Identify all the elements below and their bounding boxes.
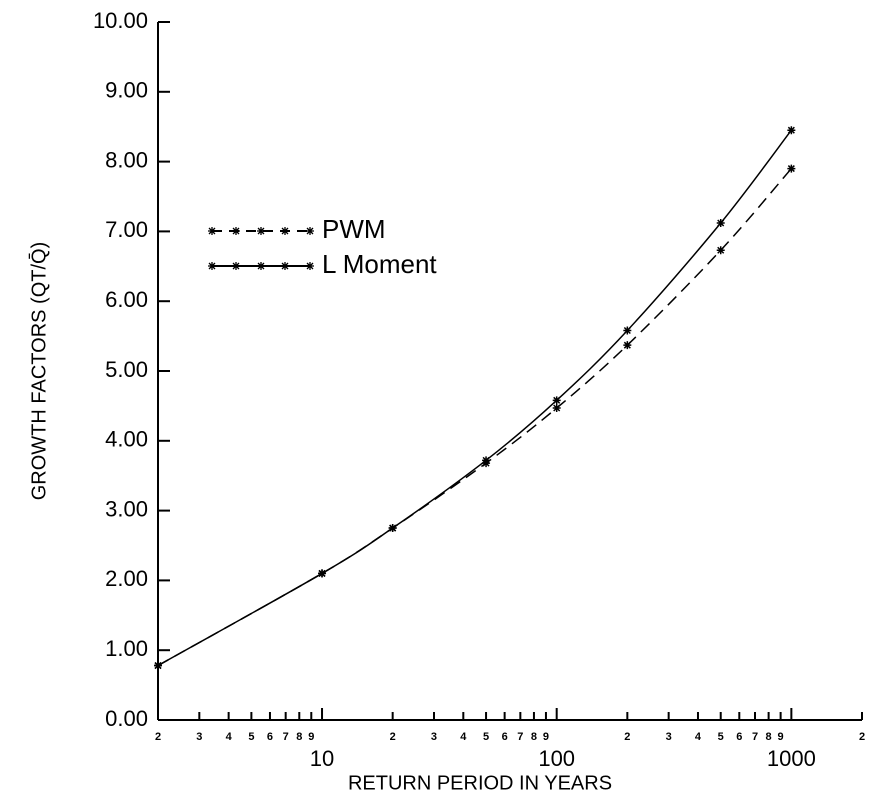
- x-minor-tick-label: 2: [390, 731, 396, 743]
- legend-marker: [232, 227, 240, 235]
- x-minor-tick-label: 8: [766, 731, 772, 743]
- legend-label: L Moment: [322, 249, 437, 279]
- point-marker: [552, 396, 561, 405]
- y-tick-label: 6.00: [105, 287, 148, 312]
- x-minor-tick-label: 2: [155, 731, 161, 743]
- x-minor-tick-label: 6: [736, 731, 742, 743]
- legend-marker: [257, 262, 265, 270]
- x-minor-tick-label: 9: [543, 731, 549, 743]
- x-axis-label: RETURN PERIOD IN YEARS: [348, 772, 612, 794]
- x-minor-tick-label: 7: [752, 731, 758, 743]
- x-minor-tick-label: 8: [296, 731, 302, 743]
- y-tick-label: 7.00: [105, 217, 148, 242]
- x-major-tick-label: 1000: [767, 746, 816, 771]
- legend-label: PWM: [322, 214, 386, 244]
- point-marker: [787, 126, 796, 135]
- legend-marker: [232, 262, 240, 270]
- x-minor-tick-label: 5: [248, 731, 254, 743]
- x-minor-tick-label: 5: [718, 731, 724, 743]
- point-marker: [623, 326, 632, 335]
- point-marker: [787, 164, 796, 173]
- legend-marker: [306, 262, 314, 270]
- series-line: [157, 129, 792, 667]
- y-tick-label: 8.00: [105, 147, 148, 172]
- legend-marker: [281, 262, 289, 270]
- x-minor-tick-label: 3: [666, 731, 672, 743]
- x-major-tick-label: 100: [538, 746, 575, 771]
- legend-marker: [257, 227, 265, 235]
- legend-marker: [208, 262, 216, 270]
- series-line: [157, 168, 792, 667]
- x-minor-tick-label: 6: [267, 731, 273, 743]
- x-minor-tick-label: 3: [431, 731, 437, 743]
- x-minor-tick-label: 4: [695, 731, 702, 743]
- legend-marker: [306, 227, 314, 235]
- point-marker: [716, 219, 725, 228]
- point-marker: [388, 524, 397, 533]
- x-minor-tick-label: 9: [308, 731, 314, 743]
- x-minor-tick-label: 2: [624, 731, 630, 743]
- point-marker: [623, 341, 632, 350]
- legend-marker: [281, 227, 289, 235]
- x-major-tick-label: 10: [310, 746, 334, 771]
- y-tick-label: 3.00: [105, 496, 148, 521]
- y-tick-label: 5.00: [105, 357, 148, 382]
- y-tick-label: 4.00: [105, 427, 148, 452]
- y-tick-label: 9.00: [105, 78, 148, 103]
- point-marker: [318, 569, 327, 578]
- point-marker: [154, 661, 162, 670]
- x-minor-tick-label: 6: [502, 731, 508, 743]
- y-tick-label: 10.00: [93, 8, 148, 33]
- point-marker: [482, 456, 491, 465]
- y-tick-label: 2.00: [105, 566, 148, 591]
- x-minor-tick-label: 9: [778, 731, 784, 743]
- x-minor-tick-label: 5: [483, 731, 489, 743]
- point-marker: [716, 246, 725, 255]
- x-minor-tick-label: 4: [226, 731, 233, 743]
- legend-marker: [208, 227, 216, 235]
- y-axis-label: GROWTH FACTORS (QT/Q̄): [27, 242, 50, 501]
- y-tick-label: 1.00: [105, 636, 148, 661]
- y-tick-label: 0.00: [105, 706, 148, 731]
- x-minor-tick-label: 4: [460, 731, 467, 743]
- x-minor-tick-label: 8: [531, 731, 537, 743]
- point-marker: [552, 403, 561, 412]
- x-minor-tick-label: 7: [517, 731, 523, 743]
- x-minor-tick-label: 2: [859, 731, 865, 743]
- x-minor-tick-label: 3: [196, 731, 202, 743]
- x-minor-tick-label: 7: [283, 731, 289, 743]
